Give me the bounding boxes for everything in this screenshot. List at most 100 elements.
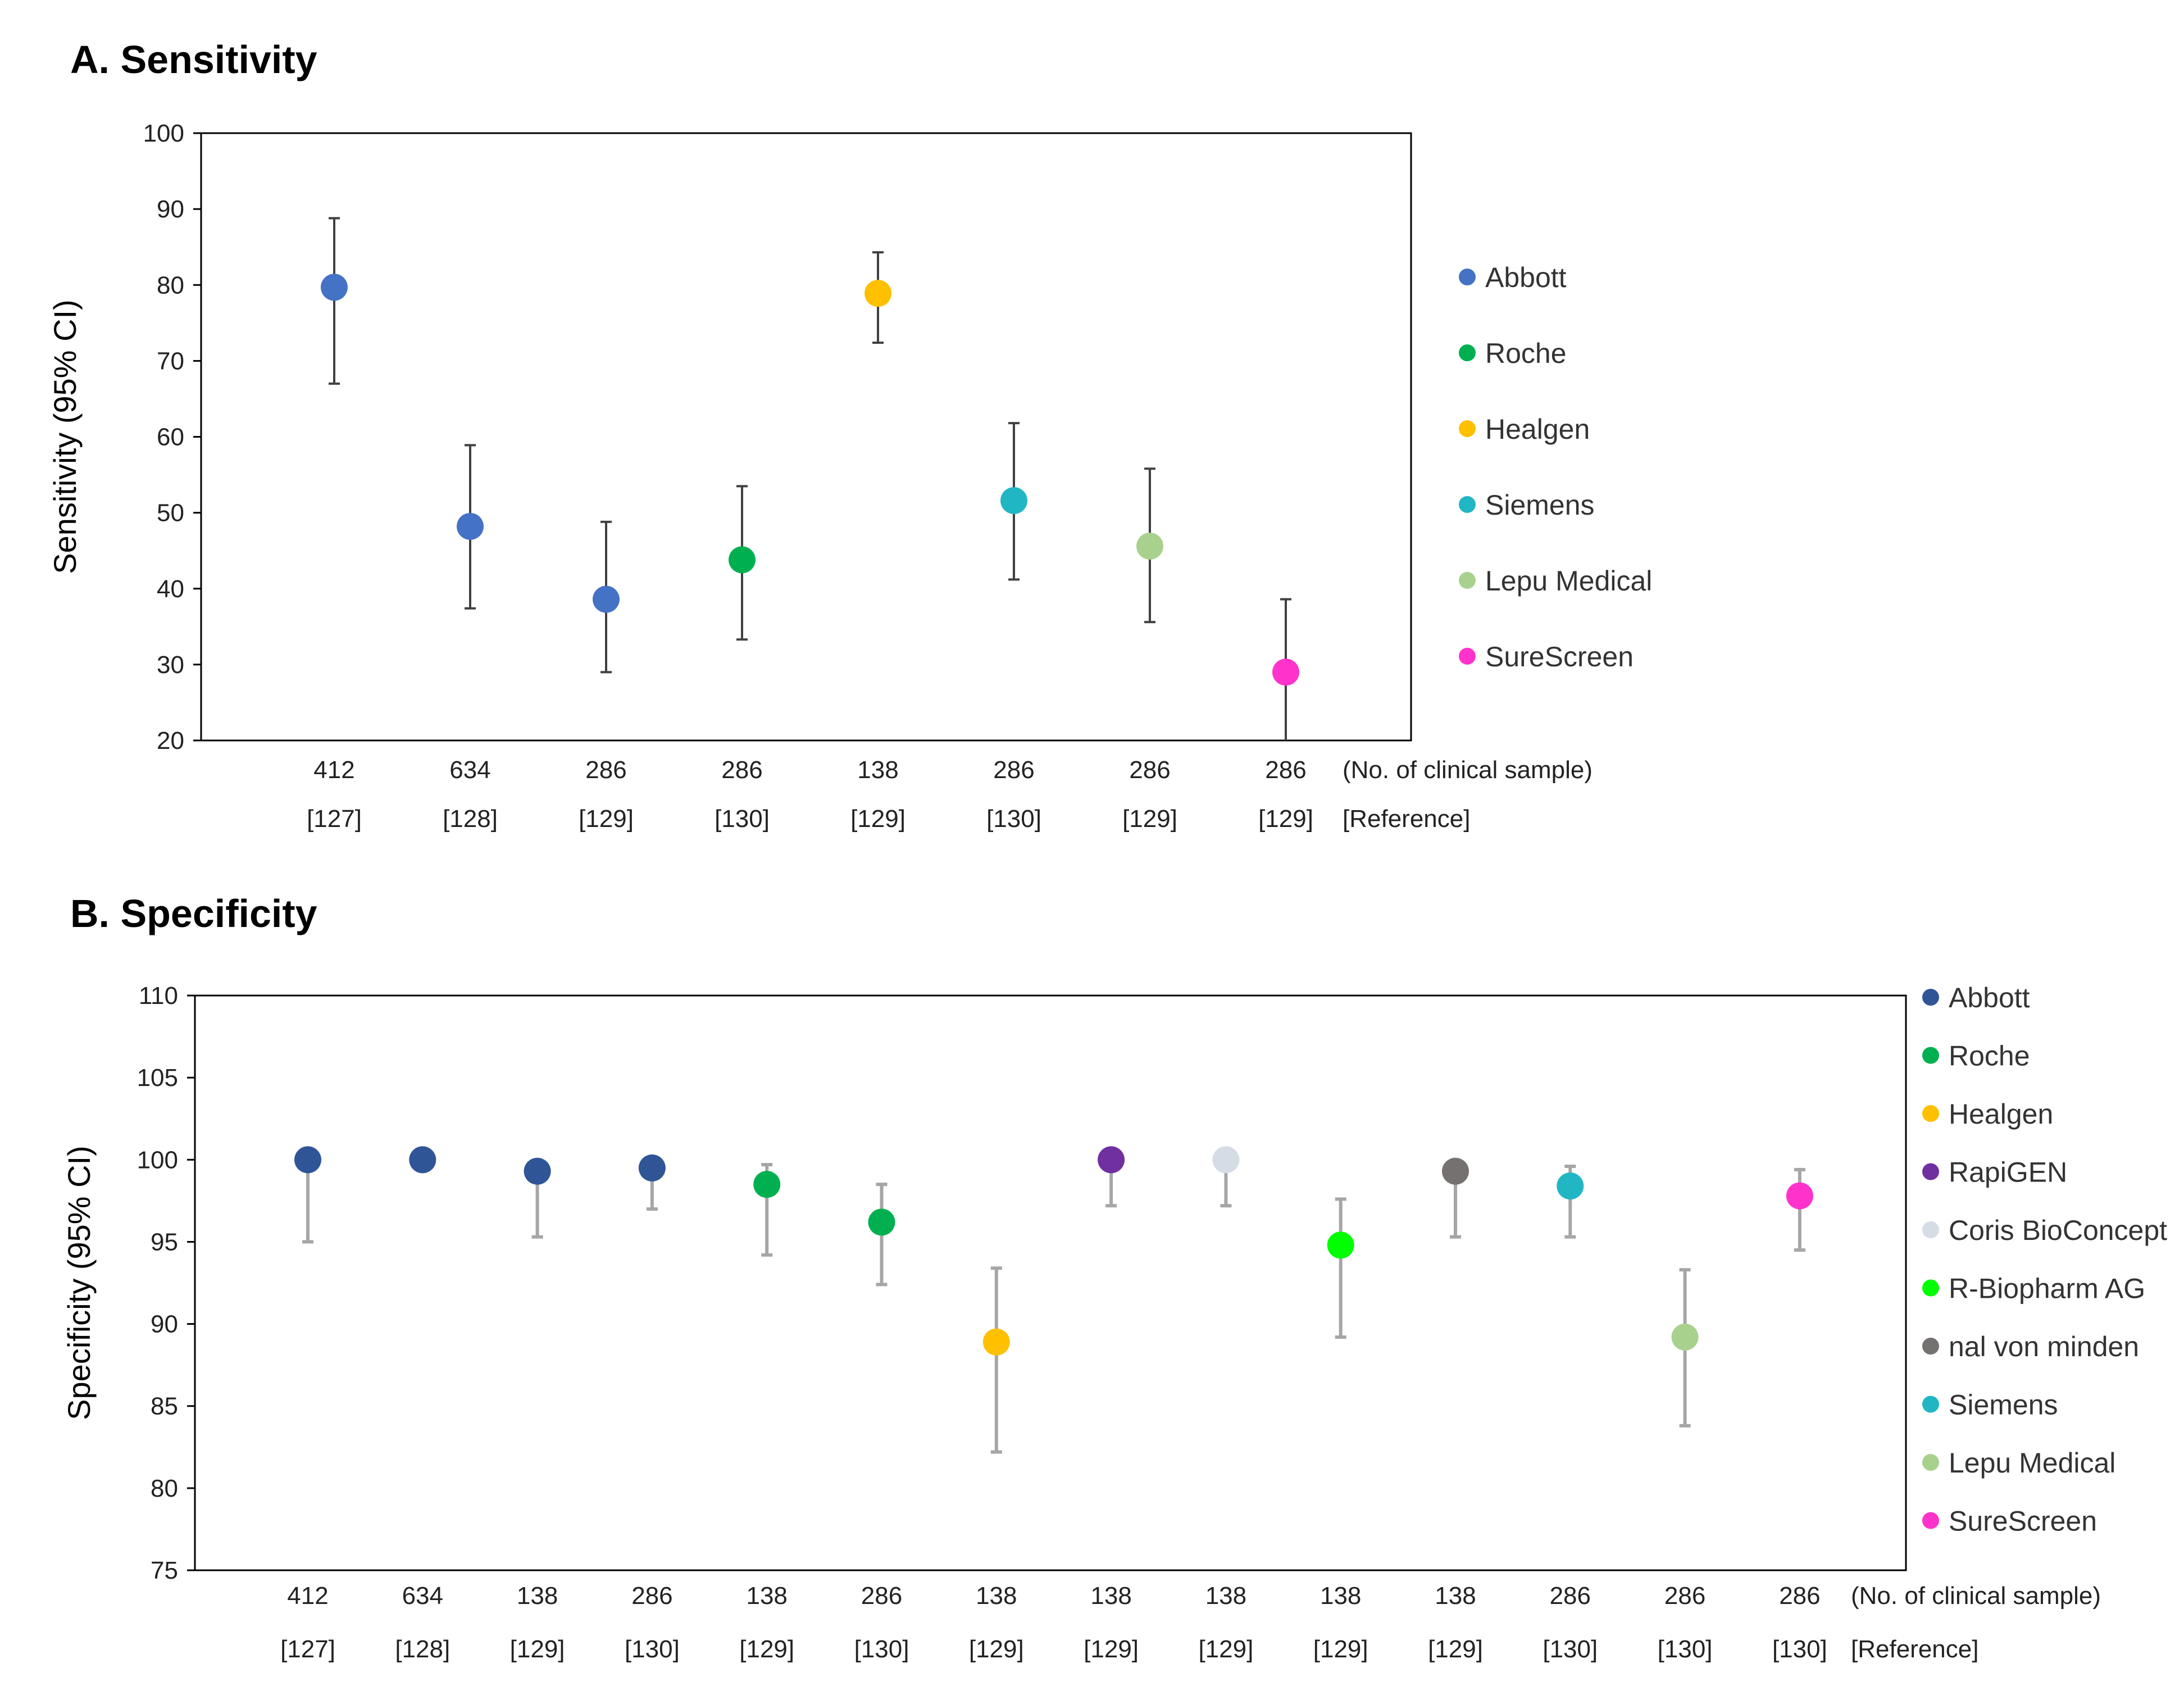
spec-data-point bbox=[753, 1171, 781, 1198]
spec-reference-label: [130] bbox=[1658, 1635, 1713, 1663]
panel-b-title: B. Specificity bbox=[70, 892, 317, 935]
spec-legend-label: SureScreen bbox=[1949, 1506, 2097, 1537]
sens-y-axis-title: Sensitivity (95% CI) bbox=[47, 299, 83, 574]
spec-legend-label: Coris BioConcept bbox=[1949, 1215, 2167, 1246]
sens-samples-caption: (No. of clinical sample) bbox=[1343, 756, 1593, 784]
spec-data-point bbox=[524, 1157, 551, 1185]
sens-data-point bbox=[865, 280, 891, 307]
sens-legend-marker bbox=[1459, 496, 1476, 513]
spec-data-point bbox=[1327, 1231, 1354, 1259]
sens-sample-count-label: 286 bbox=[993, 756, 1034, 784]
spec-sample-count-label: 138 bbox=[1435, 1582, 1476, 1610]
spec-reference-label: [129] bbox=[969, 1635, 1024, 1663]
spec-legend-label: Lepu Medical bbox=[1949, 1447, 2115, 1479]
specificity-chart: 75 80 85 90 95 100 105 110 Specificity (95% CI) 4… bbox=[61, 982, 2167, 1663]
sens-reference-label: [129] bbox=[579, 805, 634, 833]
spec-reference-label: [129] bbox=[1084, 1635, 1139, 1663]
sens-sample-count-label: 138 bbox=[857, 756, 898, 784]
spec-legend-label: R-Biopharm AG bbox=[1949, 1273, 2145, 1305]
sens-reference-label: [129] bbox=[1258, 805, 1313, 833]
spec-legend-label: Siemens bbox=[1949, 1389, 2058, 1421]
spec-reference-label: [130] bbox=[1543, 1635, 1598, 1663]
spec-reference-label: [129] bbox=[1428, 1635, 1483, 1663]
spec-data-point bbox=[868, 1208, 895, 1236]
spec-y-tick-label: 75 bbox=[151, 1557, 178, 1584]
spec-reference-label: [129] bbox=[510, 1635, 565, 1663]
spec-plot-frame bbox=[194, 994, 1907, 1571]
spec-legend-label: nal von minden bbox=[1949, 1331, 2139, 1362]
sens-y-tick-label: 70 bbox=[157, 347, 184, 375]
sens-sample-count-label: 412 bbox=[313, 756, 354, 784]
sens-data-point bbox=[1136, 533, 1163, 560]
spec-sample-count-label: 286 bbox=[861, 1582, 902, 1610]
spec-data-point bbox=[1786, 1182, 1813, 1210]
sens-plot-frame bbox=[200, 132, 1412, 742]
spec-sample-count-label: 138 bbox=[976, 1582, 1017, 1610]
spec-y-tick-label: 100 bbox=[137, 1146, 178, 1174]
spec-legend-label: Abbott bbox=[1949, 982, 2030, 1014]
sens-legend-label: SureScreen bbox=[1485, 641, 1634, 672]
sens-y-tick-label: 60 bbox=[157, 424, 184, 451]
spec-reference-label: [129] bbox=[1198, 1635, 1253, 1663]
spec-legend-label: Roche bbox=[1949, 1040, 2030, 1072]
spec-legend-label: Healgen bbox=[1949, 1098, 2053, 1130]
spec-y-tick-label: 105 bbox=[137, 1064, 178, 1092]
spec-data-point bbox=[982, 1328, 1010, 1356]
sens-sample-count-label: 286 bbox=[585, 756, 626, 784]
spec-y-tick-label: 95 bbox=[151, 1228, 178, 1256]
spec-sample-count-label: 634 bbox=[402, 1582, 443, 1610]
sens-legend-marker bbox=[1459, 572, 1476, 589]
spec-y-tick-label: 80 bbox=[151, 1475, 178, 1502]
spec-sample-count-label: 286 bbox=[1779, 1582, 1820, 1610]
spec-y-axis-title: Specificity (95% CI) bbox=[61, 1146, 97, 1420]
spec-reference-label: [130] bbox=[854, 1635, 909, 1663]
spec-legend-marker bbox=[1922, 1396, 1939, 1413]
spec-legend-marker bbox=[1922, 1105, 1939, 1122]
spec-sample-count-label: 138 bbox=[1090, 1582, 1131, 1610]
spec-sample-count-label: 138 bbox=[1320, 1582, 1361, 1610]
sens-legend-label: Roche bbox=[1485, 338, 1567, 369]
spec-sample-count-label: 412 bbox=[287, 1582, 328, 1610]
spec-reference-label: [129] bbox=[1313, 1635, 1368, 1663]
spec-y-tick-label: 90 bbox=[151, 1311, 178, 1338]
spec-y-tick-label: 85 bbox=[151, 1393, 178, 1420]
sens-y-tick-label: 90 bbox=[157, 196, 184, 223]
spec-data-point bbox=[638, 1154, 666, 1181]
spec-reference-label: [129] bbox=[739, 1635, 794, 1663]
spec-legend-marker bbox=[1922, 1512, 1939, 1529]
spec-samples-caption: (No. of clinical sample) bbox=[1851, 1582, 2101, 1610]
spec-legend-marker bbox=[1922, 1338, 1939, 1355]
sens-sample-count-label: 286 bbox=[1129, 756, 1170, 784]
sens-data-point bbox=[321, 274, 348, 301]
sens-legend-label: Healgen bbox=[1485, 413, 1590, 445]
sens-legend-label: Siemens bbox=[1485, 489, 1595, 521]
sens-legend-marker bbox=[1459, 344, 1476, 361]
sens-reference-label: [128] bbox=[443, 805, 498, 833]
spec-sample-count-label: 286 bbox=[1664, 1582, 1705, 1610]
spec-legend-marker bbox=[1922, 1221, 1939, 1238]
spec-legend-marker bbox=[1922, 1047, 1939, 1064]
sens-y-tick-label: 40 bbox=[157, 575, 184, 603]
spec-reference-label: [127] bbox=[280, 1635, 335, 1663]
sens-data-point bbox=[593, 585, 620, 613]
sens-legend-marker bbox=[1459, 269, 1476, 285]
spec-sample-count-label: 286 bbox=[1550, 1582, 1591, 1610]
sens-reference-label: [130] bbox=[715, 805, 770, 833]
sens-sample-count-label: 286 bbox=[1265, 756, 1306, 784]
spec-data-point bbox=[1671, 1323, 1699, 1351]
spec-data-point bbox=[1098, 1146, 1125, 1174]
sens-y-tick-label: 100 bbox=[143, 120, 184, 147]
sens-data-point bbox=[1000, 487, 1027, 515]
sens-y-tick-label: 20 bbox=[157, 727, 184, 755]
sens-data-point bbox=[729, 546, 756, 574]
sens-reference-caption: [Reference] bbox=[1343, 805, 1470, 833]
spec-reference-label: [128] bbox=[395, 1635, 450, 1663]
spec-legend-label: RapiGEN bbox=[1949, 1157, 2067, 1188]
sens-data-point bbox=[457, 512, 484, 540]
spec-legend-marker bbox=[1922, 1279, 1939, 1297]
sens-reference-label: [130] bbox=[986, 805, 1041, 833]
sens-legend-label: Abbott bbox=[1485, 262, 1567, 293]
sens-reference-label: [127] bbox=[307, 805, 362, 833]
